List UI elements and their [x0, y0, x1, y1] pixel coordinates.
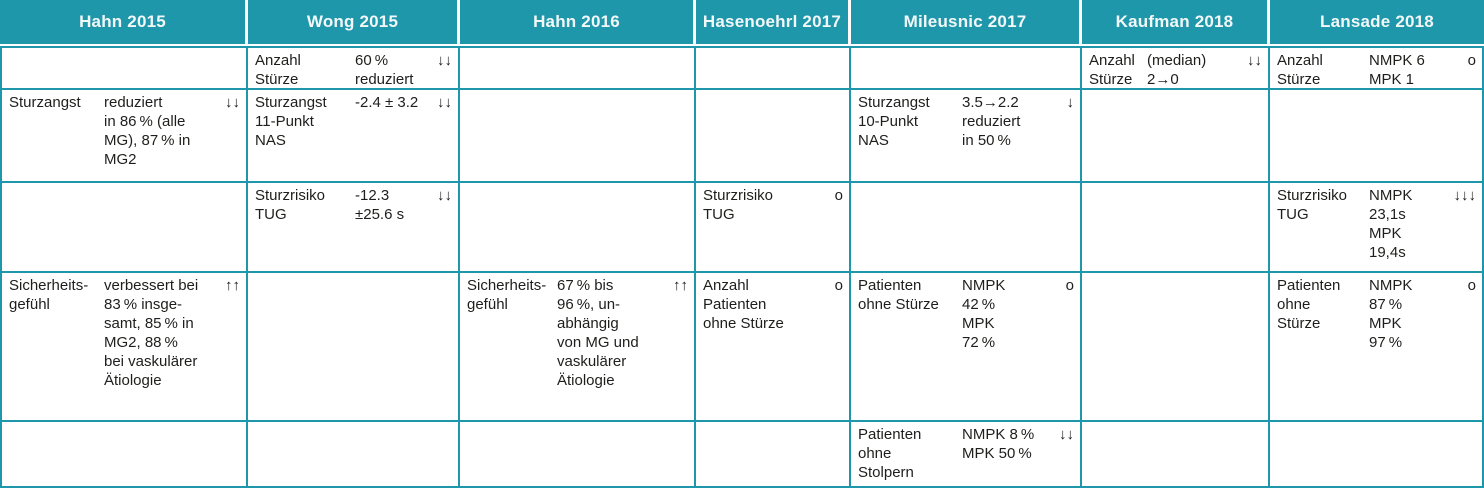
cell-label: Anzahl Patienten ohne Stürze [703, 277, 784, 332]
cell-wong2015-sturzrisiko: Sturzrisiko TUG -12.3 ±25.6 s ↓↓ [248, 183, 460, 273]
cell-label: Sturzangst 11-Punkt NAS [255, 94, 327, 149]
table-cell [1270, 90, 1482, 183]
column-header-lansade-2018: Lansade 2018 [1270, 0, 1484, 44]
trend-symbol: o [834, 277, 843, 294]
table-cell [248, 422, 460, 486]
table-cell [1082, 90, 1270, 183]
column-header-hahn-2015: Hahn 2015 [0, 0, 248, 44]
cell-value: 60 % reduziert [355, 52, 414, 88]
cell-wong2015-anzahl-stuerze: Anzahl Stürze 60 % reduziert ↓↓ [248, 48, 460, 90]
trend-symbol: ↑↑ [673, 277, 688, 294]
cell-label: Sturzangst [9, 94, 81, 111]
cell-mileusnic2017-patienten-ohne-stolpern: Patienten ohne Stolpern NMPK 8 % MPK 50 … [851, 422, 1082, 486]
cell-label: Sicherheits- gefühl [9, 277, 89, 313]
column-header-hahn-2016: Hahn 2016 [460, 0, 696, 44]
trend-symbol: ↓↓↓ [1453, 187, 1477, 204]
trend-symbol: ↓↓ [225, 94, 240, 111]
cell-value: NMPK 87 % MPK 97 % [1369, 277, 1413, 351]
cell-lansade2018-patienten-ohne-stuerze: Patienten ohne Stürze NMPK 87 % MPK 97 %… [1270, 273, 1482, 422]
table-cell [460, 90, 696, 183]
cell-wong2015-sturzangst: Sturzangst 11-Punkt NAS -2.4 ± 3.2 ↓↓ [248, 90, 460, 183]
cell-hasenoehrl2017-patienten-ohne-stuerze: Anzahl Patienten ohne Stürze o [696, 273, 851, 422]
trend-symbol: ↓↓ [1247, 52, 1262, 69]
table-header-row: Hahn 2015 Wong 2015 Hahn 2016 Hasenoehrl… [0, 0, 1484, 44]
trend-symbol: o [834, 187, 843, 204]
trend-symbol: ↓↓ [437, 187, 452, 204]
table-cell [1082, 422, 1270, 486]
trend-symbol: ↑↑ [225, 277, 240, 294]
table-cell [1270, 422, 1482, 486]
cell-value: (median) 2→0 [1147, 52, 1207, 88]
cell-label: Anzahl Stürze [255, 52, 301, 88]
table-cell [696, 90, 851, 183]
column-header-mileusnic-2017: Mileusnic 2017 [851, 0, 1082, 44]
cell-lansade2018-sturzrisiko: Sturzrisiko TUG NMPK 23,1s MPK 19,4s ↓↓↓ [1270, 183, 1482, 273]
cell-value: NMPK 6 MPK 1 [1369, 52, 1425, 88]
cell-label: Sturzrisiko TUG [255, 187, 326, 223]
trend-symbol: ↓↓ [1059, 426, 1074, 443]
cell-label: Sicherheits- gefühl [467, 277, 547, 313]
cell-hahn2015-sicherheitsgefuehl: Sicherheits- gefühl verbessert bei 83 % … [2, 273, 248, 422]
table-body: Anzahl Stürze 60 % reduziert ↓↓ Anzahl S… [0, 46, 1484, 488]
cell-mileusnic2017-patienten-ohne-stuerze: Patienten ohne Stürze NMPK 42 % MPK 72 %… [851, 273, 1082, 422]
cell-label: Anzahl Stürze [1277, 52, 1323, 88]
cell-value: reduziert in 86 % (alle MG), 87 % in MG2 [104, 94, 191, 168]
cell-value: NMPK 23,1s MPK 19,4s [1369, 187, 1413, 261]
cell-label: Anzahl Stürze [1089, 52, 1135, 88]
column-header-hasenoehrl-2017: Hasenoehrl 2017 [696, 0, 851, 44]
table-cell [248, 273, 460, 422]
cell-value: 67 % bis 96 %, un- abhängig von MG und v… [557, 277, 639, 389]
trend-symbol: ↓ [1066, 94, 1075, 111]
trend-symbol: o [1065, 277, 1074, 294]
table-cell [851, 183, 1082, 273]
table-cell [1082, 183, 1270, 273]
cell-hahn2016-sicherheitsgefuehl: Sicherheits- gefühl 67 % bis 96 %, un- a… [460, 273, 696, 422]
column-header-wong-2015: Wong 2015 [248, 0, 460, 44]
cell-label: Sturzrisiko TUG [1277, 187, 1348, 223]
table-cell [1082, 273, 1270, 422]
table-cell [2, 422, 248, 486]
cell-label: Sturzrisiko TUG [703, 187, 774, 223]
table-cell [851, 48, 1082, 90]
cell-mileusnic2017-sturzangst: Sturzangst 10-Punkt NAS 3.5→2.2 reduzier… [851, 90, 1082, 183]
cell-value: verbessert bei 83 % insge- samt, 85 % in… [104, 277, 199, 389]
cell-hasenoehrl2017-sturzrisiko: Sturzrisiko TUG o [696, 183, 851, 273]
table-cell [460, 183, 696, 273]
cell-label: Sturzangst 10-Punkt NAS [858, 94, 930, 149]
table-cell [696, 48, 851, 90]
trend-symbol: o [1467, 277, 1476, 294]
cell-lansade2018-anzahl-stuerze: Anzahl Stürze NMPK 6 MPK 1 o [1270, 48, 1482, 90]
cell-value: 3.5→2.2 reduziert in 50 % [962, 94, 1021, 149]
table-cell [2, 183, 248, 273]
table-cell [460, 48, 696, 90]
trend-symbol: o [1467, 52, 1476, 69]
column-header-kaufman-2018: Kaufman 2018 [1082, 0, 1270, 44]
cell-label: Patienten ohne Stürze [1277, 277, 1341, 332]
table-cell [460, 422, 696, 486]
cell-label: Patienten ohne Stürze [858, 277, 939, 313]
cell-value: NMPK 8 % MPK 50 % [962, 426, 1035, 462]
trend-symbol: ↓↓ [437, 94, 452, 111]
cell-value: NMPK 42 % MPK 72 % [962, 277, 1006, 351]
results-table: Hahn 2015 Wong 2015 Hahn 2016 Hasenoehrl… [0, 0, 1484, 488]
trend-symbol: ↓↓ [437, 52, 452, 69]
table-cell [696, 422, 851, 486]
cell-value: -12.3 ±25.6 s [355, 187, 405, 223]
cell-hahn2015-sturzangst: Sturzangst reduziert in 86 % (alle MG), … [2, 90, 248, 183]
cell-value: -2.4 ± 3.2 [355, 94, 419, 111]
table-cell [2, 48, 248, 90]
cell-label: Patienten ohne Stolpern [858, 426, 922, 481]
cell-kaufman2018-anzahl-stuerze: Anzahl Stürze (median) 2→0 ↓↓ [1082, 48, 1270, 90]
